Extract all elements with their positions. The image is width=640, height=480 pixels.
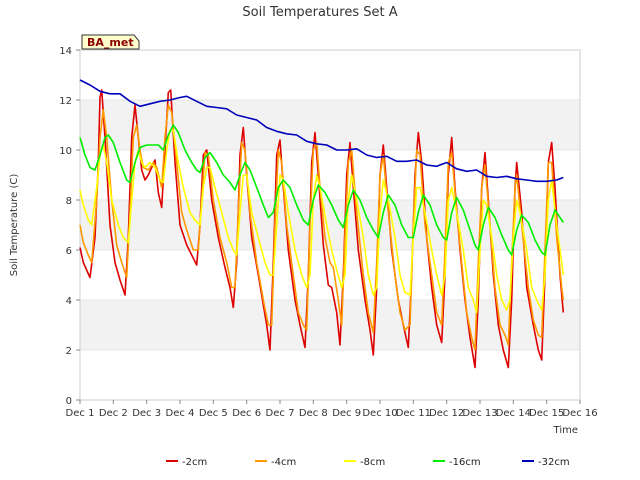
legend-item: -8cm xyxy=(344,457,385,468)
y-tick-label: 6 xyxy=(66,246,72,257)
grid-band xyxy=(80,250,580,300)
legend-item: -2cm xyxy=(166,457,207,468)
y-axis-label: Soil Temperature (C) xyxy=(9,174,20,277)
x-tick-label: Dec 6 xyxy=(232,408,261,419)
y-tick-label: 12 xyxy=(59,96,72,107)
badge-label: BA_met xyxy=(87,36,134,49)
y-tick-label: 14 xyxy=(59,46,72,57)
x-tick-label: Dec 11 xyxy=(396,408,431,419)
x-tick-label: Dec 15 xyxy=(529,408,564,419)
x-tick-label: Dec 8 xyxy=(299,408,328,419)
x-tick-label: Dec 1 xyxy=(66,408,95,419)
legend: -2cm -4cm -8cm -16cm -32cm xyxy=(166,457,570,468)
y-tick-label: 8 xyxy=(66,196,72,207)
x-tick-label: Dec 4 xyxy=(166,408,195,419)
legend-item: -4cm xyxy=(255,457,296,468)
y-axis-ticks: 0 2 4 6 8 10 12 14 xyxy=(59,46,80,407)
x-axis-ticks: Dec 1 Dec 2 Dec 3 Dec 4 Dec 5 Dec 6 Dec 7 Dec 8… xyxy=(66,400,598,419)
x-tick-label: Dec 13 xyxy=(462,408,497,419)
legend-label: -16cm xyxy=(449,457,481,468)
grid-band xyxy=(80,50,580,100)
legend-item: -16cm xyxy=(433,457,481,468)
y-tick-label: 4 xyxy=(66,296,72,307)
x-tick-label: Dec 2 xyxy=(99,408,128,419)
x-axis-label: Time xyxy=(553,425,578,436)
legend-item: -32cm xyxy=(522,457,570,468)
x-tick-label: Dec 7 xyxy=(266,408,295,419)
y-tick-label: 2 xyxy=(66,346,72,357)
x-tick-label: Dec 10 xyxy=(362,408,397,419)
x-tick-label: Dec 16 xyxy=(562,408,597,419)
grid-band xyxy=(80,150,580,200)
x-tick-label: Dec 5 xyxy=(199,408,228,419)
series-lines xyxy=(79,79,565,369)
x-tick-label: Dec 9 xyxy=(332,408,361,419)
legend-label: -4cm xyxy=(271,457,296,468)
series-line-32cmcm xyxy=(79,79,564,183)
y-tick-label: 0 xyxy=(66,396,72,407)
legend-label: -32cm xyxy=(538,457,570,468)
legend-label: -2cm xyxy=(182,457,207,468)
grid-band xyxy=(80,350,580,400)
legend-label: -8cm xyxy=(360,457,385,468)
station-badge: BA_met xyxy=(81,34,140,50)
badge-shape xyxy=(81,34,140,50)
y-tick-label: 10 xyxy=(59,146,72,157)
x-tick-label: Dec 3 xyxy=(132,408,161,419)
series-line-16cmcm xyxy=(79,124,564,256)
x-tick-label: Dec 12 xyxy=(429,408,464,419)
chart-title: Soil Temperatures Set A xyxy=(242,5,397,20)
x-tick-label: Dec 14 xyxy=(496,408,531,419)
grid-band xyxy=(80,100,580,150)
